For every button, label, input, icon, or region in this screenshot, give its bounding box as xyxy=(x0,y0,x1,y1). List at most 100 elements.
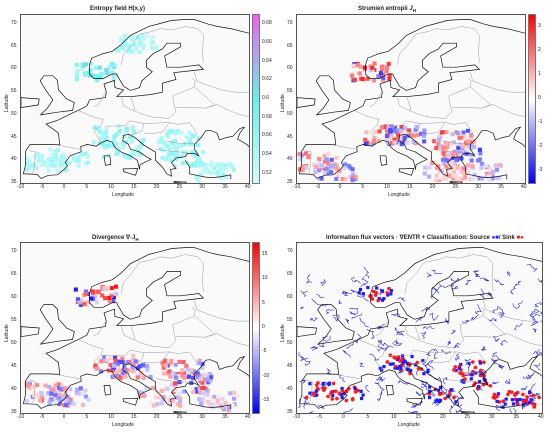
flux-vector xyxy=(520,385,528,391)
x-tick-label: 35 xyxy=(222,184,228,190)
flux-vector xyxy=(420,380,428,388)
source-point xyxy=(353,386,357,391)
sink-point xyxy=(376,298,380,303)
country-border xyxy=(448,78,472,97)
data-cell xyxy=(216,169,221,174)
flux-vector xyxy=(394,327,403,336)
data-cell xyxy=(50,163,55,168)
data-cell xyxy=(171,372,176,377)
data-cell xyxy=(432,139,437,144)
data-cell xyxy=(463,145,469,150)
data-cell xyxy=(198,390,203,395)
data-cell xyxy=(145,367,150,372)
data-cell xyxy=(160,140,165,145)
data-cell xyxy=(458,153,463,158)
data-cell xyxy=(312,162,317,167)
colorbar xyxy=(252,242,260,414)
x-tick-label: 30 xyxy=(199,184,205,190)
colorbar xyxy=(528,14,536,184)
data-cell xyxy=(444,130,449,135)
data-cell xyxy=(94,73,99,78)
data-cell xyxy=(177,359,182,364)
flux-vector xyxy=(359,362,365,367)
data-cell xyxy=(165,129,170,134)
data-cell xyxy=(122,133,127,138)
data-cell xyxy=(479,165,484,170)
data-cell xyxy=(444,158,449,163)
x-tick-label: 20 xyxy=(440,414,446,420)
country-border xyxy=(77,339,104,373)
data-cell xyxy=(208,378,213,383)
flux-vector xyxy=(341,291,349,296)
country-border xyxy=(77,110,104,144)
source-point xyxy=(514,392,518,396)
data-cell xyxy=(130,135,135,140)
data-cell xyxy=(441,151,446,156)
data-cell xyxy=(439,144,444,149)
data-cell xyxy=(84,302,89,307)
data-cell xyxy=(494,167,499,172)
flux-vector xyxy=(311,298,328,307)
flux-vector xyxy=(374,382,382,389)
flux-vector xyxy=(479,277,490,282)
data-cell xyxy=(465,169,471,174)
flux-vector xyxy=(429,312,439,321)
data-cell xyxy=(304,165,309,170)
data-cell xyxy=(152,46,157,51)
country-border xyxy=(166,140,197,144)
data-cell xyxy=(191,153,196,158)
flux-vector xyxy=(451,394,464,399)
data-cell xyxy=(342,166,347,171)
data-cell xyxy=(126,49,131,54)
data-cell xyxy=(203,164,208,169)
data-cell xyxy=(162,360,167,365)
colorbar-tick-label: -10 xyxy=(262,372,270,379)
source-point xyxy=(308,382,312,386)
data-cell xyxy=(111,299,116,304)
data-cell xyxy=(124,140,129,145)
sink-point xyxy=(461,373,465,378)
data-cell xyxy=(120,145,125,150)
data-cell xyxy=(214,162,219,167)
data-cell xyxy=(99,359,104,364)
data-cell xyxy=(477,157,482,162)
source-point xyxy=(389,292,393,296)
colorbar-tick-label: -1 xyxy=(538,119,543,125)
country-border xyxy=(169,122,197,136)
country-border xyxy=(442,140,473,144)
y-tick-label: 35 xyxy=(287,179,293,185)
y-tick-label: 55 xyxy=(11,317,17,324)
data-cell xyxy=(191,369,196,374)
sink-point xyxy=(350,397,355,401)
data-cell xyxy=(415,132,420,137)
colorbar-tick-label: 0 xyxy=(262,324,265,330)
source-point xyxy=(434,399,438,403)
source-point xyxy=(359,389,363,393)
flux-vector xyxy=(298,352,305,362)
x-tick-label: 30 xyxy=(475,184,481,190)
data-cell xyxy=(129,148,134,153)
country-border xyxy=(29,150,36,174)
data-cell xyxy=(92,73,97,78)
data-cell xyxy=(187,130,192,135)
data-cell xyxy=(173,381,178,386)
data-cell xyxy=(140,363,145,368)
sink-point xyxy=(321,386,326,391)
country-border xyxy=(170,150,188,153)
data-cell xyxy=(148,400,153,405)
data-cell xyxy=(197,397,202,402)
data-cell xyxy=(394,129,399,134)
island-outline xyxy=(21,97,40,108)
data-cell xyxy=(169,152,174,157)
sink-point xyxy=(304,395,309,400)
flux-vector xyxy=(424,360,434,369)
data-cell xyxy=(352,77,357,82)
source-point xyxy=(380,298,385,302)
data-cell xyxy=(194,174,199,179)
sink-point xyxy=(492,396,497,400)
data-cell xyxy=(220,396,225,402)
x-tick-label: 40 xyxy=(538,414,544,420)
data-cell xyxy=(141,393,146,398)
data-cell xyxy=(141,45,146,51)
legend-sink-label: / Sink xyxy=(498,235,515,241)
